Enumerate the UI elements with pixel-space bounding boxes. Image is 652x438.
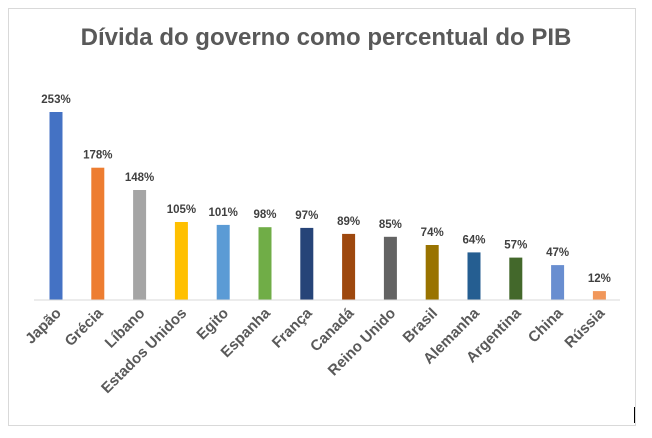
bar-4 <box>174 222 188 300</box>
category-label-2: Grécia <box>62 304 108 350</box>
data-label-2: 178% <box>83 150 112 162</box>
category-label-1: Japão <box>22 305 65 348</box>
data-label-4: 105% <box>167 204 196 216</box>
bar-2 <box>91 167 105 300</box>
data-label-7: 97% <box>295 210 318 222</box>
bar-7 <box>300 227 314 300</box>
data-label-3: 148% <box>125 172 154 184</box>
data-label-5: 101% <box>208 207 237 219</box>
chart-title: Dívida do governo como percentual do PIB <box>80 24 572 51</box>
bar-5 <box>216 224 230 300</box>
data-label-14: 12% <box>588 273 611 285</box>
category-label-5: Egito <box>193 305 232 344</box>
bar-11 <box>467 252 481 300</box>
bar-9 <box>383 236 397 300</box>
bar-1 <box>49 112 63 300</box>
category-label-14: Rússia <box>561 304 608 351</box>
data-label-8: 89% <box>337 216 360 228</box>
data-label-6: 98% <box>253 209 276 221</box>
data-label-12: 57% <box>504 240 527 252</box>
window-edge-mark <box>634 407 635 423</box>
bar-10 <box>425 245 439 300</box>
chart-area <box>8 8 636 426</box>
bar-12 <box>509 257 523 300</box>
data-label-9: 85% <box>379 219 402 231</box>
bar-13 <box>551 265 565 300</box>
data-label-13: 47% <box>546 247 569 259</box>
bar-3 <box>133 190 147 300</box>
data-label-1: 253% <box>41 94 70 106</box>
bar-6 <box>258 227 272 300</box>
bar-14 <box>592 291 606 300</box>
data-label-11: 64% <box>462 234 485 246</box>
bar-8 <box>342 233 356 300</box>
data-label-10: 74% <box>421 227 444 239</box>
